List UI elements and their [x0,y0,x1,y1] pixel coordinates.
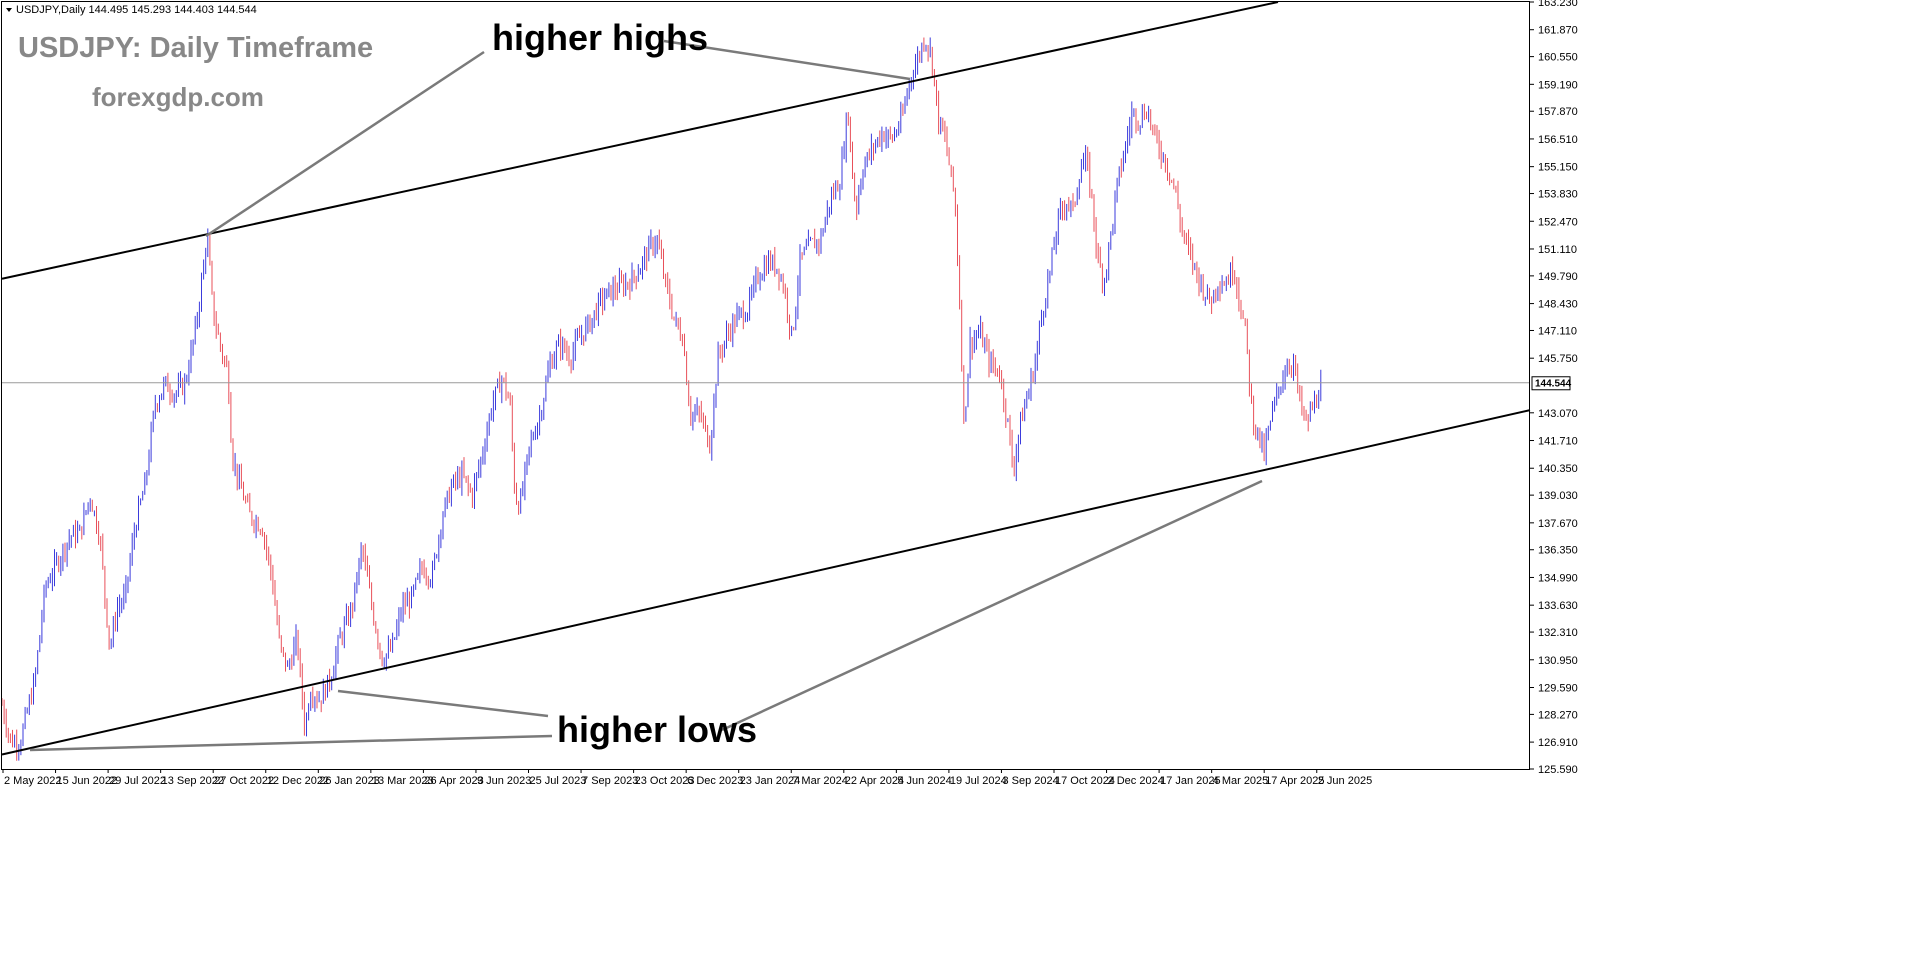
y-tick-label: 141.710 [1538,436,1578,448]
x-tick-label: 22 Apr 2024 [845,775,904,787]
x-tick-label: 2 May 2022 [4,775,61,787]
y-tick-label: 143.070 [1538,408,1578,420]
y-tick-label: 155.150 [1538,162,1578,174]
upper-channel-line[interactable] [1,1,1279,280]
y-tick-label: 148.430 [1538,299,1578,311]
x-tick-label: 17 Jan 2025 [1160,775,1221,787]
current-price-tag: 144.544 [1531,376,1572,391]
price-tag-box [1531,376,1571,391]
y-tick-label: 129.590 [1538,682,1578,694]
higher-lows-label: higher lows [557,709,757,750]
x-tick-label: 25 Jul 2023 [530,775,587,787]
plot-border [1,1,1530,770]
x-tick-label: 13 Mar 2023 [372,775,434,787]
y-tick-label: 153.830 [1538,189,1578,201]
annotation-connector [337,689,549,718]
annotation-connector [205,50,485,238]
x-tick-label: 7 Mar 2024 [792,775,848,787]
candles-group [1,37,1322,761]
x-tick-label: 23 Oct 2023 [635,775,695,787]
symbol-info: USDJPY,Daily 144.495 145.293 144.403 144… [16,4,257,16]
annotation-connector [721,479,1263,732]
x-tick-label: 23 Jan 2024 [740,775,801,787]
x-tick-label: 17 Apr 2025 [1265,775,1324,787]
y-tick-label: 139.030 [1538,490,1578,502]
y-tick-label: 133.630 [1538,600,1578,612]
y-tick-label: 130.950 [1538,655,1578,667]
x-tick-label: 3 Sep 2024 [1002,775,1058,787]
x-tick-label: 2 Jun 2025 [1318,775,1372,787]
x-tick-label: 13 Sep 2022 [162,775,224,787]
y-tick-label: 134.990 [1538,572,1578,584]
y-tick-label: 151.110 [1538,244,1577,256]
y-tick-label: 152.470 [1538,216,1578,228]
y-tick-label: 157.870 [1538,106,1578,118]
y-tick-label: 149.790 [1538,271,1578,283]
annotation-connector [663,39,911,81]
y-tick-label: 126.910 [1538,737,1578,749]
y-axis: 163.230 161.870 160.550 159.190 157.870 156.5… [1530,0,1578,776]
x-tick-label: 26 Apr 2023 [424,775,483,787]
y-tick-label: 156.510 [1538,134,1578,146]
x-tick-label: 7 Sep 2023 [582,775,638,787]
y-tick-label: 145.750 [1538,353,1578,365]
y-tick-label: 128.270 [1538,709,1578,721]
x-tick-label: 19 Jul 2024 [950,775,1007,787]
x-tick-label: 29 Jul 2022 [109,775,166,787]
y-tick-label: 136.350 [1538,545,1578,557]
x-tick-label: 17 Oct 2024 [1055,775,1115,787]
y-tick-label: 160.550 [1538,52,1578,64]
y-tick-label: 147.110 [1538,325,1577,337]
annotation-connector [29,734,553,752]
higher-highs-label: higher highs [492,17,708,58]
x-tick-label: 6 Dec 2023 [687,775,743,787]
y-tick-label: 163.230 [1538,0,1578,9]
price-tag-value: 144.544 [1535,378,1572,389]
watermark-site: forexgdp.com [92,82,264,112]
x-tick-label: 15 Jun 2022 [57,775,118,787]
y-tick-label: 132.310 [1538,627,1578,639]
y-tick-label: 137.670 [1538,518,1578,530]
y-tick-label: 161.870 [1538,25,1578,37]
x-tick-label: 27 Oct 2022 [214,775,274,787]
y-tick-label: 125.590 [1538,764,1578,776]
menu-triangle-icon[interactable] [6,8,12,12]
trendlines-group [1,1,1531,756]
x-tick-label: 12 Dec 2022 [267,775,329,787]
annotations-group [29,39,1263,752]
x-tick-label: 9 Jun 2023 [477,775,531,787]
x-tick-label: 26 Jan 2023 [319,775,380,787]
y-tick-label: 159.190 [1538,79,1578,91]
y-tick-label: 140.350 [1538,463,1578,475]
x-tick-label: 2 Dec 2024 [1108,775,1164,787]
x-tick-label: 5 Jun 2024 [897,775,951,787]
watermark-title: USDJPY: Daily Timeframe [18,32,373,64]
lower-channel-line[interactable] [1,409,1531,756]
x-tick-label: 4 Mar 2025 [1213,775,1269,787]
